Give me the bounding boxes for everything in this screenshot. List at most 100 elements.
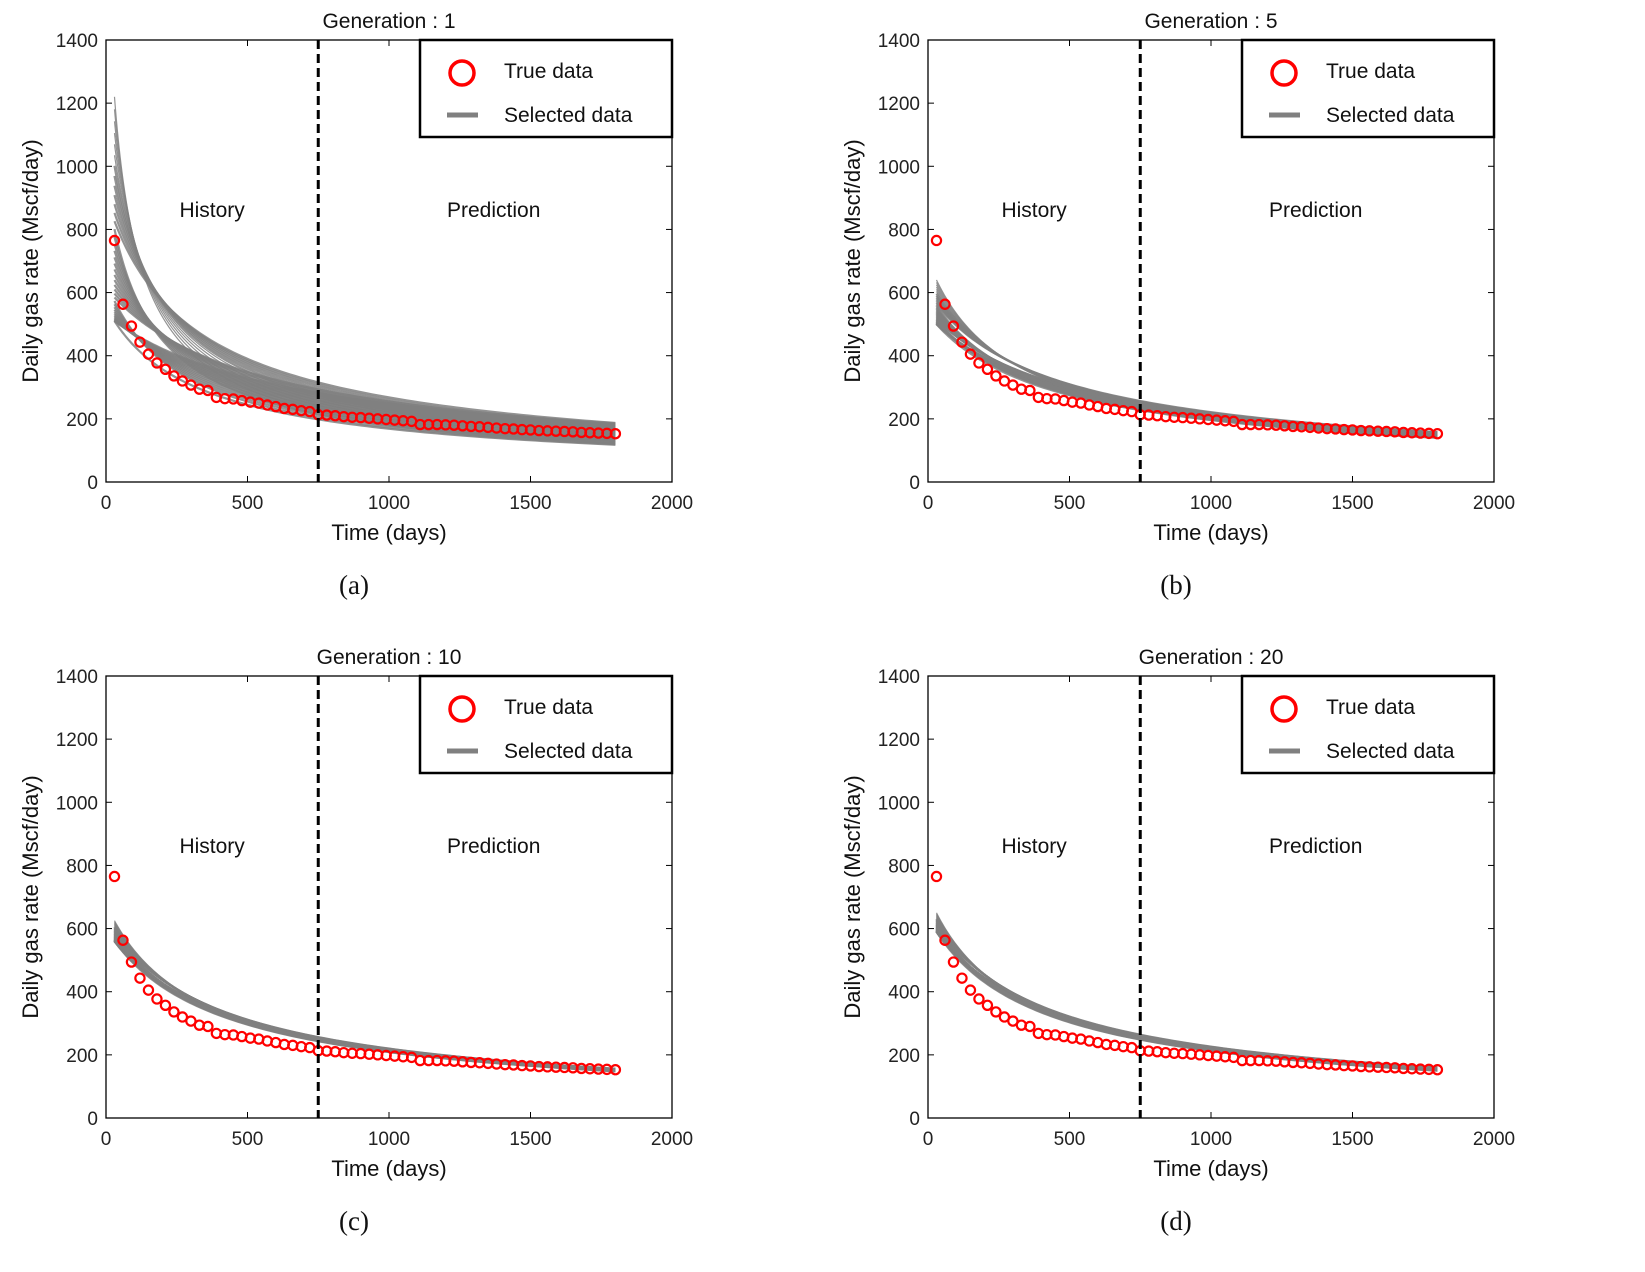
y-tick-label: 800 bbox=[888, 220, 920, 241]
y-tick-label: 1000 bbox=[56, 157, 98, 178]
y-tick-label: 1000 bbox=[878, 157, 920, 178]
legend-true-data-label: True data bbox=[1326, 60, 1415, 83]
true-data-point bbox=[1024, 384, 1036, 397]
true-data-point bbox=[990, 370, 1002, 382]
x-tick-label: 0 bbox=[101, 493, 112, 514]
legend-true-data-marker bbox=[1270, 59, 1298, 87]
panel-caption: (b) bbox=[1160, 570, 1191, 600]
legend-true-data-label: True data bbox=[504, 696, 593, 719]
true-data-point bbox=[1431, 1063, 1444, 1076]
y-tick-label: 0 bbox=[87, 1109, 98, 1130]
legend-box bbox=[418, 38, 674, 139]
annotation-label: Prediction bbox=[1269, 835, 1362, 858]
true-data-point bbox=[168, 370, 180, 382]
y-tick-label: 400 bbox=[66, 983, 98, 1004]
true-data-point bbox=[973, 357, 985, 369]
legend-true-data-label: True data bbox=[504, 60, 593, 83]
x-tick-label: 1000 bbox=[1190, 1129, 1232, 1150]
x-axis: 0 500 1000 1500 2000 bbox=[101, 40, 693, 514]
true-data-point bbox=[159, 999, 172, 1011]
x-axis: 0 500 1000 1500 2000 bbox=[923, 40, 1515, 514]
x-tick-label: 500 bbox=[1054, 1129, 1086, 1150]
panel-caption: (c) bbox=[339, 1206, 369, 1236]
true-data-point bbox=[142, 984, 155, 996]
x-axis-label: Time (days) bbox=[331, 520, 446, 545]
y-tick-label: 0 bbox=[909, 473, 920, 494]
true-data-point bbox=[117, 934, 129, 946]
y-tick-label: 0 bbox=[909, 1109, 920, 1130]
true-data-point bbox=[939, 298, 951, 310]
legend-selected-data-label: Selected data bbox=[504, 740, 633, 763]
true-data-point bbox=[990, 1006, 1002, 1018]
y-tick-label: 1400 bbox=[56, 31, 98, 52]
y-tick-label: 800 bbox=[888, 856, 920, 877]
x-tick-label: 1500 bbox=[1331, 493, 1373, 514]
x-tick-label: 2000 bbox=[651, 493, 693, 514]
y-axis-label: Daily gas rate (Mscf/day) bbox=[18, 139, 43, 382]
annotation-label: Prediction bbox=[447, 199, 540, 222]
true-data-points bbox=[108, 234, 622, 440]
chart-svg: History Prediction 0 500 1000 1500 2000 0 200 400… bbox=[18, 10, 693, 600]
legend-true-data-marker bbox=[448, 695, 476, 723]
legend-true-data-label: True data bbox=[1326, 696, 1415, 719]
y-tick-label: 200 bbox=[66, 410, 98, 431]
true-data-point bbox=[159, 363, 172, 375]
legend: True data Selected data bbox=[418, 38, 674, 139]
true-data-point bbox=[956, 972, 968, 984]
y-tick-label: 1200 bbox=[56, 94, 98, 115]
true-data-point bbox=[930, 234, 943, 247]
true-data-point bbox=[117, 298, 129, 310]
true-data-point bbox=[981, 999, 994, 1011]
true-data-point bbox=[609, 427, 622, 440]
chart-title: Generation : 20 bbox=[1139, 646, 1284, 669]
true-data-point bbox=[151, 357, 163, 369]
y-axis-label: Daily gas rate (Mscf/day) bbox=[840, 775, 865, 1018]
x-tick-label: 500 bbox=[232, 493, 264, 514]
y-axis-label: Daily gas rate (Mscf/day) bbox=[18, 775, 43, 1018]
panel-a: History Prediction 0 500 1000 1500 2000 0 200 400… bbox=[0, 0, 822, 636]
true-data-points bbox=[930, 234, 1444, 440]
selected-data-curve bbox=[113, 194, 616, 430]
x-axis-label: Time (days) bbox=[1153, 520, 1268, 545]
true-data-point bbox=[108, 234, 121, 247]
panel-caption: (a) bbox=[339, 570, 369, 600]
true-data-point bbox=[108, 870, 121, 883]
true-data-points bbox=[108, 870, 622, 1076]
true-data-point bbox=[947, 320, 960, 332]
true-data-point bbox=[981, 363, 994, 375]
legend-selected-data-label: Selected data bbox=[1326, 104, 1455, 127]
true-data-point bbox=[142, 348, 155, 360]
legend-box bbox=[418, 674, 674, 775]
chart-title: Generation : 10 bbox=[317, 646, 462, 669]
x-tick-label: 1000 bbox=[368, 1129, 410, 1150]
true-data-point bbox=[125, 320, 138, 332]
annotation-label: History bbox=[179, 835, 245, 858]
legend-box bbox=[1240, 674, 1496, 775]
true-data-point bbox=[947, 956, 960, 968]
true-data-point bbox=[1431, 427, 1444, 440]
y-tick-label: 1400 bbox=[878, 667, 920, 688]
selected-data-curve bbox=[113, 212, 616, 426]
true-data-point bbox=[202, 1020, 214, 1033]
y-tick-label: 200 bbox=[888, 410, 920, 431]
y-tick-label: 200 bbox=[66, 1046, 98, 1067]
true-data-point bbox=[134, 336, 146, 348]
true-data-point bbox=[973, 993, 985, 1005]
panel-b: History Prediction 0 500 1000 1500 2000 0 200 400… bbox=[822, 0, 1644, 636]
panel-d: History Prediction 0 500 1000 1500 2000 0 200 400… bbox=[822, 636, 1644, 1272]
panel-caption: (d) bbox=[1160, 1206, 1191, 1236]
y-tick-label: 1400 bbox=[56, 667, 98, 688]
chart-svg: History Prediction 0 500 1000 1500 2000 0 200 400… bbox=[18, 646, 693, 1236]
y-tick-label: 800 bbox=[66, 220, 98, 241]
true-data-point bbox=[609, 1063, 622, 1076]
legend-true-data-marker bbox=[448, 59, 476, 87]
y-tick-label: 600 bbox=[888, 920, 920, 941]
selected-data-curve bbox=[113, 300, 616, 446]
legend: True data Selected data bbox=[1240, 38, 1496, 139]
true-data-point bbox=[939, 934, 951, 946]
selected-data-curve bbox=[113, 203, 616, 428]
y-axis: 0 200 400 600 800 1000 1200 1400 bbox=[56, 667, 672, 1130]
x-tick-label: 2000 bbox=[1473, 493, 1515, 514]
annotation-label: Prediction bbox=[1269, 199, 1362, 222]
